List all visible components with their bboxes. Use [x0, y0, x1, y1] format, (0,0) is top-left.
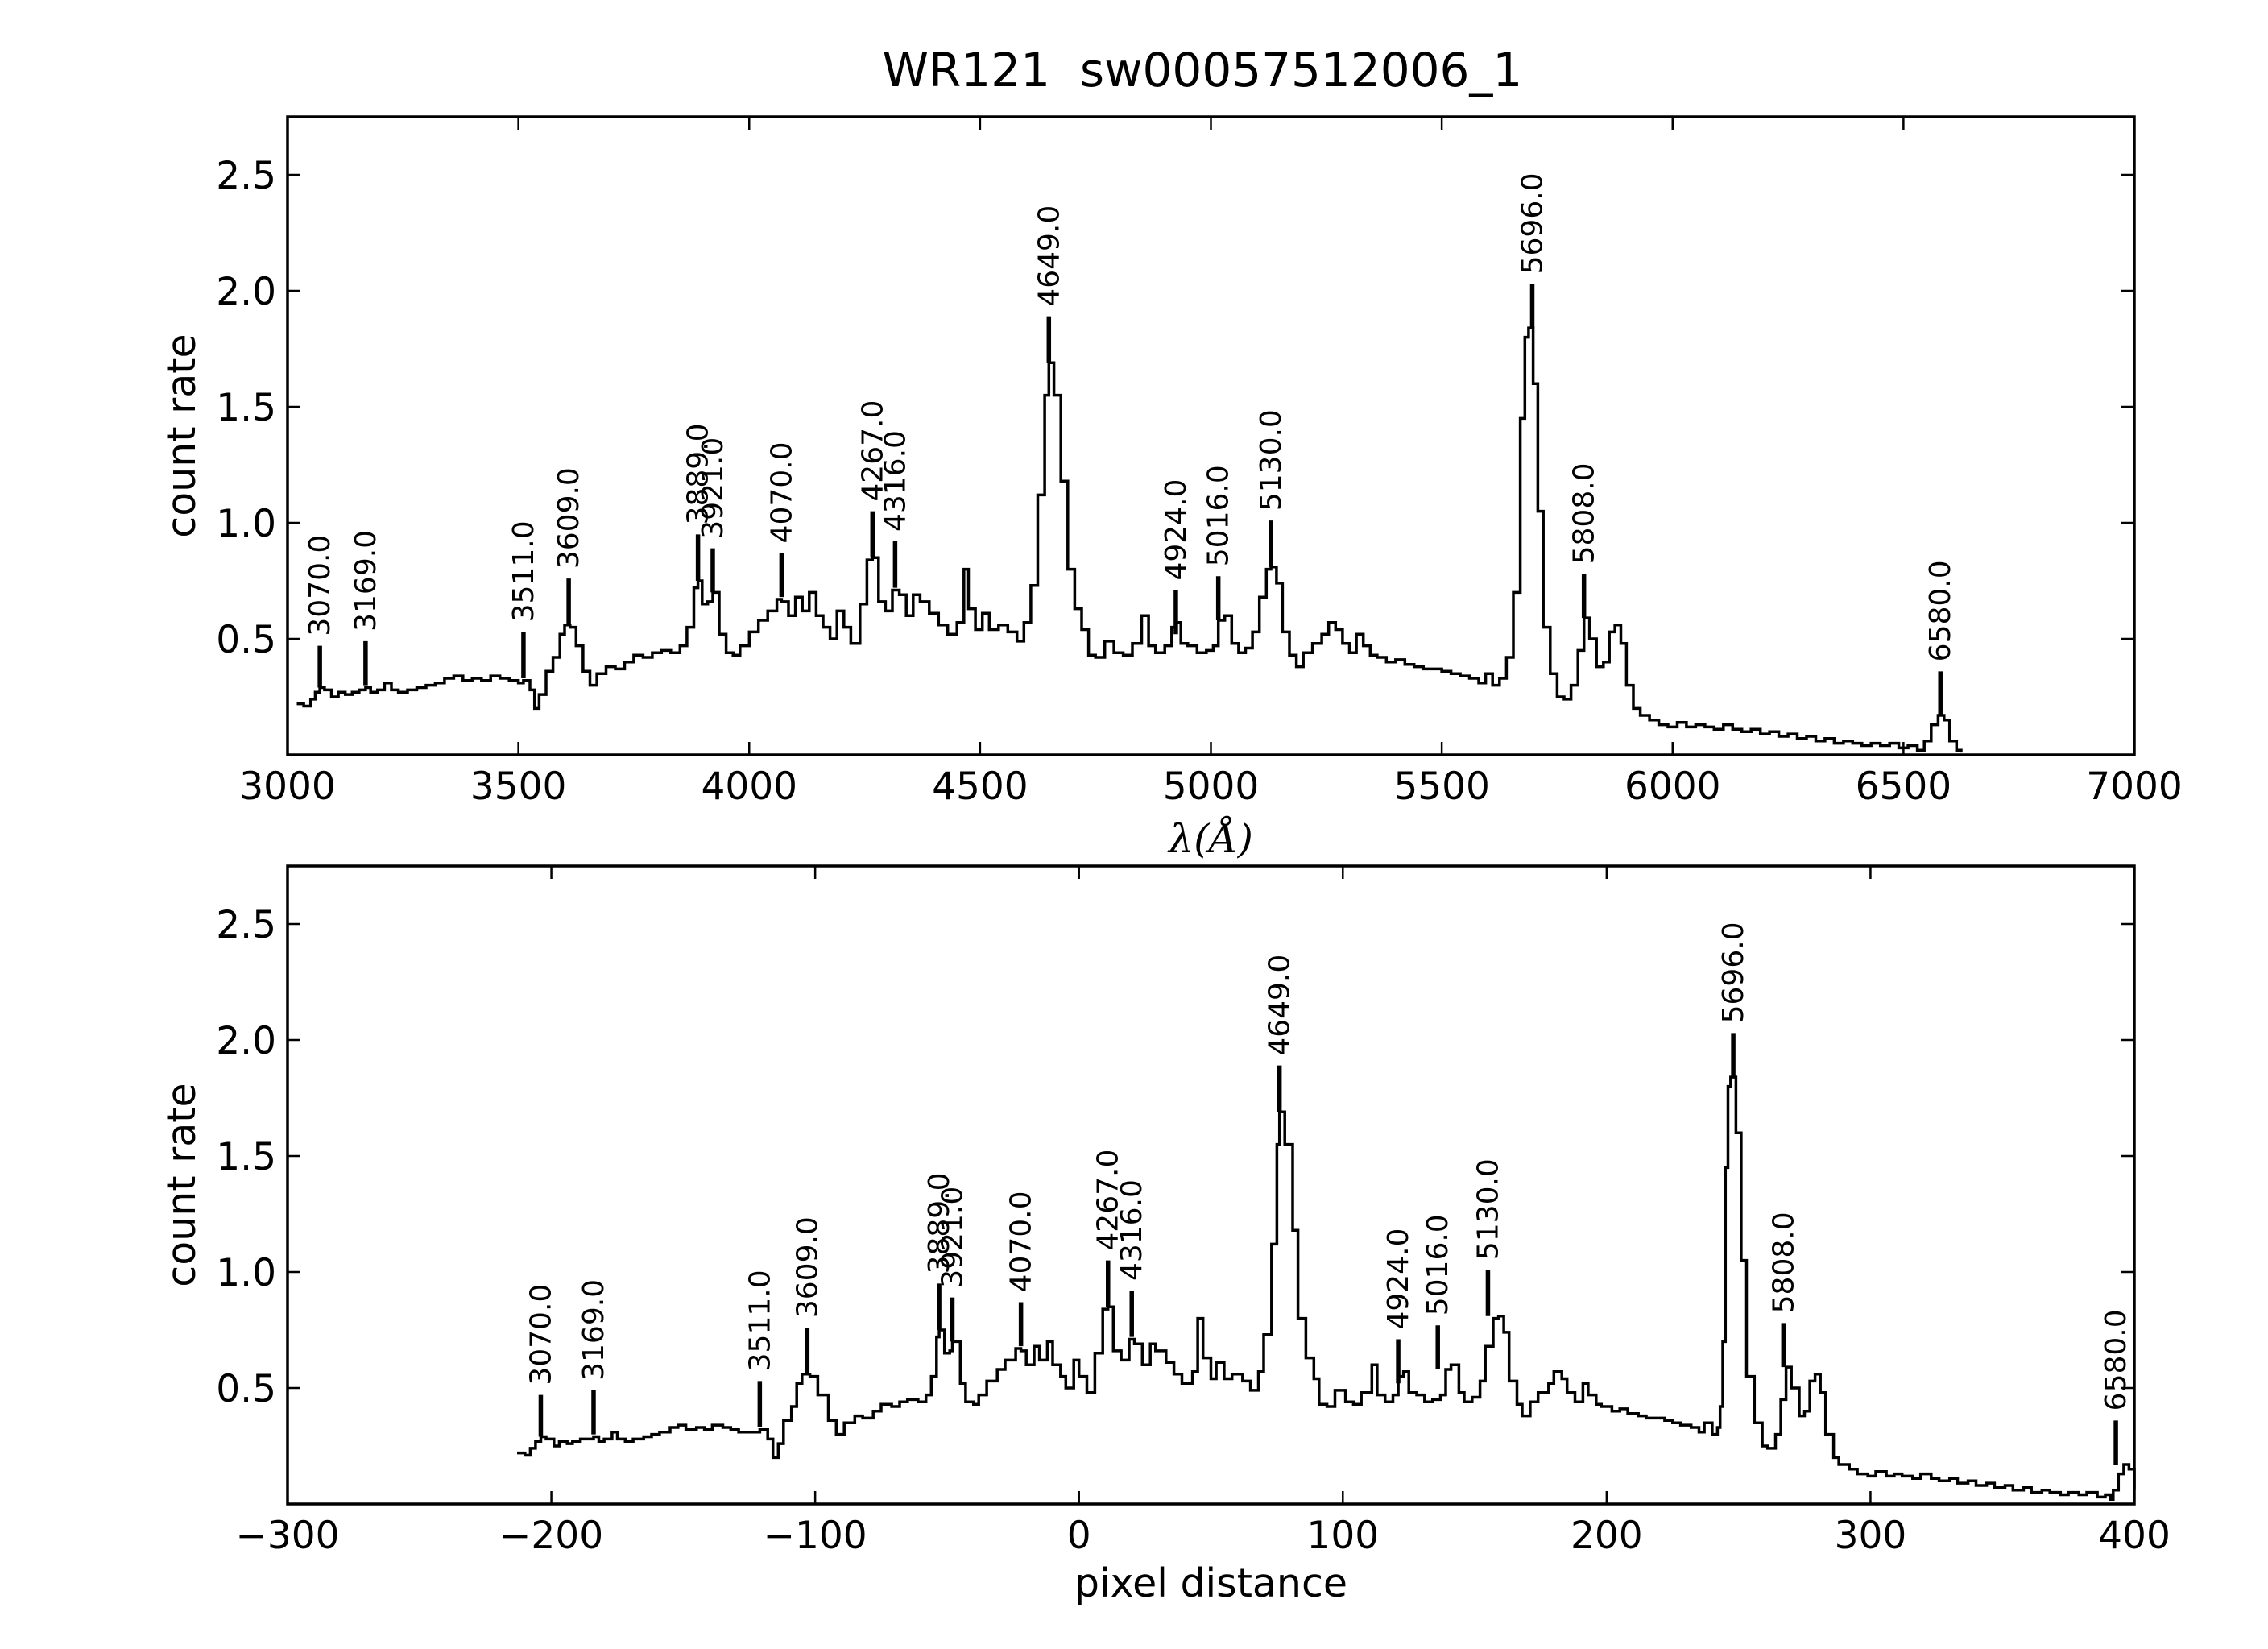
wavelength-panel: 3000 3500 4000 4500 5000 5500 6000 6500 7000 0.5 1…: [159, 115, 2183, 862]
x-tick-label-pixel: −100: [764, 1514, 867, 1558]
y-tick-label-pixel: 1.5: [216, 1135, 276, 1179]
y-axis-label-wavelength: count rate: [159, 334, 205, 537]
y-tick-label-wavelength: 2.0: [216, 270, 276, 314]
line-marker-label-wavelength: 6580.0: [1924, 560, 1957, 661]
y-tick-label-wavelength: 1.5: [216, 386, 276, 430]
x-tick-label-wavelength: 6000: [1624, 764, 1721, 809]
line-marker-label-wavelength: 4070.0: [765, 441, 798, 543]
line-marker-label-wavelength: 3609.0: [553, 467, 586, 569]
plot-frame-wavelength: [286, 115, 2136, 756]
line-marker-label-pixel: 3889.0: [923, 1172, 956, 1274]
x-axis-label-pixel: pixel distance: [1074, 1560, 1347, 1606]
line-marker-label-wavelength: 3070.0: [304, 535, 337, 636]
line-marker-label-pixel: 3070.0: [524, 1284, 557, 1386]
x-tick-label-pixel: 400: [2098, 1514, 2171, 1558]
line-marker-label-pixel: 4267.0: [1092, 1150, 1125, 1251]
y-tick-label-wavelength: 0.5: [216, 618, 276, 662]
figure-title: WR121 sw00057512006_1: [883, 43, 1523, 97]
line-marker-label-pixel: 3169.0: [577, 1279, 610, 1381]
y-tick-label-pixel: 1.0: [216, 1251, 276, 1295]
x-tick-label-pixel: 300: [1835, 1514, 1907, 1558]
spectrum-line-pixel: [517, 1075, 2136, 1501]
line-marker-label-wavelength: 4316.0: [879, 430, 912, 532]
y-tick-label-pixel: 0.5: [216, 1367, 276, 1411]
plot-frame-pixel: [286, 864, 2136, 1506]
pixel-panel: −300 −200 −100 0 100 200 300 400 0.5 1.0 1.5 2.0 2.5…: [159, 864, 2171, 1606]
line-marker-label-pixel: 4070.0: [1005, 1191, 1038, 1292]
x-tick-label-pixel: 200: [1571, 1514, 1643, 1558]
line-marker-label-wavelength: 3921.0: [697, 437, 730, 539]
x-tick-label-wavelength: 6500: [1856, 764, 1952, 809]
line-marker-label-pixel: 5016.0: [1422, 1214, 1455, 1315]
line-marker-label-wavelength: 5696.0: [1516, 172, 1549, 274]
line-marker-label-pixel: 3609.0: [791, 1216, 824, 1318]
line-marker-label-pixel: 4924.0: [1382, 1228, 1415, 1330]
x-tick-label-wavelength: 5500: [1393, 764, 1490, 809]
x-tick-label-pixel: 0: [1067, 1514, 1091, 1558]
y-tick-label-pixel: 2.5: [216, 903, 276, 947]
line-marker-label-wavelength: 5130.0: [1255, 409, 1288, 511]
line-marker-label-pixel: 3921.0: [936, 1187, 969, 1288]
line-marker-label-wavelength: 4267.0: [856, 400, 889, 502]
y-tick-label-pixel: 2.0: [216, 1019, 276, 1063]
line-marker-label-wavelength: 4649.0: [1033, 205, 1066, 307]
line-marker-label-pixel: 4316.0: [1115, 1179, 1148, 1281]
line-marker-label-pixel: 3511.0: [743, 1270, 776, 1371]
line-marker-label-pixel: 5130.0: [1471, 1158, 1504, 1260]
line-marker-label-pixel: 5808.0: [1767, 1212, 1800, 1313]
x-tick-label-pixel: −200: [499, 1514, 603, 1558]
line-marker-label-wavelength: 4924.0: [1160, 479, 1193, 581]
x-tick-label-wavelength: 4500: [932, 764, 1028, 809]
x-axis-label-wavelength: λ(Å): [1167, 816, 1253, 862]
line-marker-label-wavelength: 5016.0: [1202, 465, 1235, 566]
x-tick-label-wavelength: 3500: [470, 764, 567, 809]
x-tick-label-wavelength: 5000: [1163, 764, 1260, 809]
spectrum-line-wavelength: [296, 326, 1963, 753]
x-tick-label-wavelength: 7000: [2086, 764, 2183, 809]
x-tick-label-pixel: 100: [1306, 1514, 1379, 1558]
x-tick-label-pixel: −300: [235, 1514, 339, 1558]
line-marker-label-wavelength: 3169.0: [350, 530, 383, 632]
line-marker-label-wavelength: 3511.0: [507, 520, 540, 622]
line-marker-label-pixel: 4649.0: [1264, 955, 1297, 1056]
line-marker-label-wavelength: 3889.0: [682, 423, 715, 524]
line-marker-label-pixel: 5696.0: [1717, 922, 1750, 1023]
y-tick-label-wavelength: 1.0: [216, 502, 276, 546]
x-tick-label-wavelength: 4000: [701, 764, 797, 809]
line-marker-label-wavelength: 5808.0: [1568, 462, 1601, 564]
y-tick-label-wavelength: 2.5: [216, 154, 276, 198]
y-axis-label-pixel: count rate: [159, 1083, 205, 1286]
line-marker-label-pixel: 6580.0: [2100, 1309, 2133, 1411]
x-tick-label-wavelength: 3000: [239, 764, 336, 809]
